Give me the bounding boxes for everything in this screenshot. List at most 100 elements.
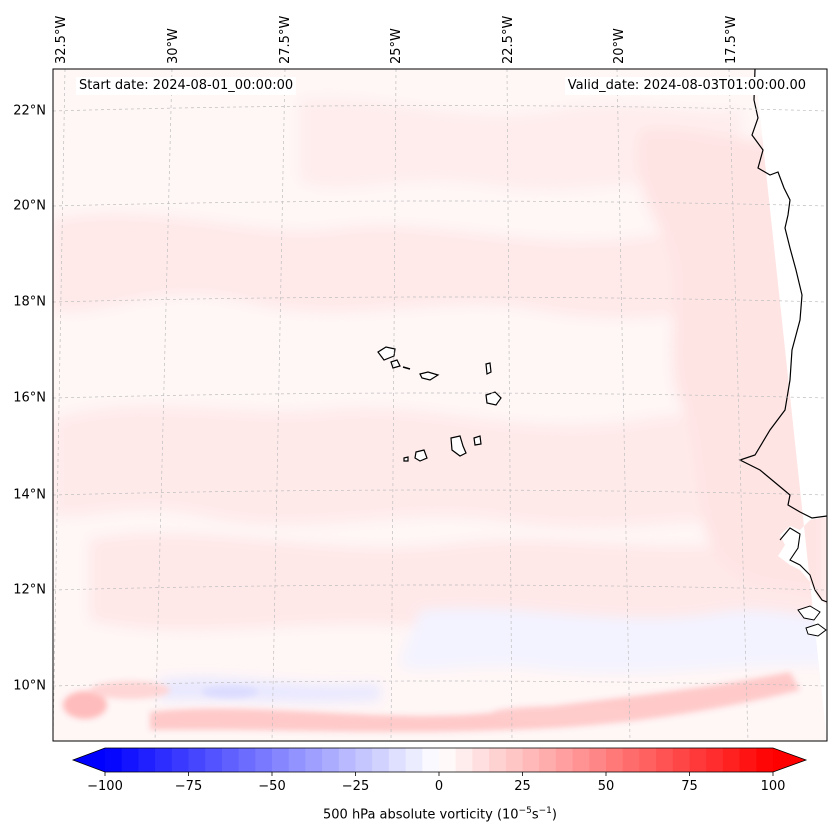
- guinea-coastline: [779, 527, 827, 603]
- colorbar-cell: [138, 748, 156, 772]
- gridline-lat-18: [53, 296, 827, 303]
- colorbar-cell: [121, 748, 139, 772]
- colorbar-cell: [722, 748, 741, 772]
- colorbar-cell: [405, 748, 423, 772]
- island-boa-vista: [485, 391, 502, 406]
- colorbar-cell: [255, 748, 273, 772]
- colorbar-cell: [589, 748, 607, 772]
- colorbar-ticks: −100 −75 −50 −25 0 25 50 75 100: [87, 772, 785, 794]
- lat-label: 20°N: [13, 199, 46, 214]
- vorticity-negative-band: [400, 607, 827, 672]
- colorbar-cell: [656, 748, 674, 772]
- lon-label: 20°W: [612, 28, 627, 64]
- lon-label: 25°W: [389, 28, 404, 64]
- island-sal: [485, 362, 492, 375]
- colorbar-cell: [322, 748, 340, 772]
- colorbar-cell: [439, 748, 457, 772]
- colorbar-label-exp1: −5: [518, 806, 532, 816]
- gridline-lon-30: [154, 69, 173, 741]
- lat-label: 14°N: [13, 488, 46, 503]
- gridline-lon-20: [616, 69, 631, 741]
- colorbar-label-mid: s: [531, 807, 539, 823]
- colorbar: −100 −75 −50 −25 0 25 50 75 100: [71, 747, 808, 794]
- colorbar-cell: [505, 748, 524, 772]
- vorticity-patch-4: [300, 98, 740, 190]
- colorbar-cell: [338, 748, 357, 772]
- colorbar-cell: [606, 748, 624, 772]
- vorticity-ribbon: [150, 672, 800, 732]
- vorticity-lobe: [90, 681, 170, 699]
- gridline-lat-12: [53, 584, 827, 591]
- longitude-labels: 32.5°W 30°W 27.5°W 25°W 22.5°W 20°W 17.5…: [54, 16, 739, 64]
- colorbar-cell: [238, 748, 256, 772]
- graticule: [53, 69, 827, 741]
- colorbar-cell: [422, 748, 440, 772]
- colorbar-cell: [305, 748, 323, 772]
- gridline-lat-22: [53, 105, 827, 112]
- vorticity-patch-2: [53, 406, 827, 528]
- vorticity-min-core: [202, 686, 258, 698]
- valid-date-label: Valid_date: 2024-08-03T01:00:00.00: [564, 77, 809, 95]
- island-fogo: [414, 449, 428, 462]
- colorbar-cell: [372, 748, 390, 772]
- africa-coastline: [738, 69, 827, 519]
- gridline-lon-27-5: [271, 69, 286, 741]
- colorbar-cell: [272, 748, 290, 772]
- colorbar-extend-low: [73, 748, 105, 772]
- colorbar-cell: [706, 748, 724, 772]
- gridline-lon-25: [390, 69, 397, 741]
- gridline-lat-14: [53, 489, 827, 496]
- lon-label: 22.5°W: [501, 16, 516, 64]
- island-santa-luzia: [402, 366, 411, 370]
- latitude-labels: 22°N 20°N 18°N 16°N 14°N 12°N 10°N: [13, 104, 46, 694]
- colorbar-cell: [205, 748, 223, 772]
- africa-land: [755, 69, 827, 741]
- island-santo-antao: [377, 346, 396, 361]
- colorbar-tick-label: 50: [598, 779, 615, 794]
- colorbar-cell: [622, 748, 640, 772]
- colorbar-tick-label: −100: [87, 779, 123, 794]
- vorticity-patch-3: [90, 534, 827, 640]
- colorbar-cell: [472, 748, 490, 772]
- colorbar-cell: [221, 748, 240, 772]
- colorbar-cell: [105, 748, 123, 772]
- lon-label: 17.5°W: [724, 16, 739, 64]
- start-date-label: Start date: 2024-08-01_00:00:00: [76, 77, 297, 95]
- cape-verde-islands: [377, 346, 502, 462]
- gridline-lon-32-5: [53, 69, 66, 741]
- lat-label: 10°N: [13, 679, 46, 694]
- island-maio: [473, 435, 482, 446]
- colorbar-cell: [539, 748, 557, 772]
- colorbar-label-prefix: 500 hPa absolute vorticity (10: [323, 807, 519, 823]
- colorbar-cell: [355, 748, 373, 772]
- colorbar-tick-label: 100: [761, 779, 786, 794]
- colorbar-cell: [489, 748, 507, 772]
- colorbar-cell: [388, 748, 407, 772]
- colorbar-label: 500 hPa absolute vorticity (10−5s−1): [0, 806, 837, 822]
- gridline-lat-10: [53, 680, 827, 687]
- colorbar-label-suffix: ): [551, 807, 557, 823]
- lon-label: 32.5°W: [54, 16, 69, 64]
- lat-label: 18°N: [13, 295, 46, 310]
- lat-label: 16°N: [13, 391, 46, 406]
- colorbar-cell: [572, 748, 590, 772]
- island-sao-nicolau: [419, 371, 440, 381]
- colorbar-tick-label: −75: [175, 779, 202, 794]
- colorbar-cell: [672, 748, 691, 772]
- gridline-lon-22-5: [506, 69, 513, 741]
- lon-label: 30°W: [166, 28, 181, 64]
- colorbar-cell: [739, 748, 757, 772]
- colorbar-cell: [555, 748, 574, 772]
- lat-label: 22°N: [13, 104, 46, 119]
- map-frame: [52, 68, 828, 742]
- colorbar-cell: [689, 748, 707, 772]
- vorticity-patch-1: [53, 208, 827, 320]
- colorbar-cell: [639, 748, 657, 772]
- colorbar-extend-high: [773, 748, 806, 772]
- colorbar-cell: [171, 748, 190, 772]
- gridline-lon-17-5: [728, 69, 749, 741]
- colorbar-cell: [155, 748, 173, 772]
- vorticity-core: [490, 706, 630, 722]
